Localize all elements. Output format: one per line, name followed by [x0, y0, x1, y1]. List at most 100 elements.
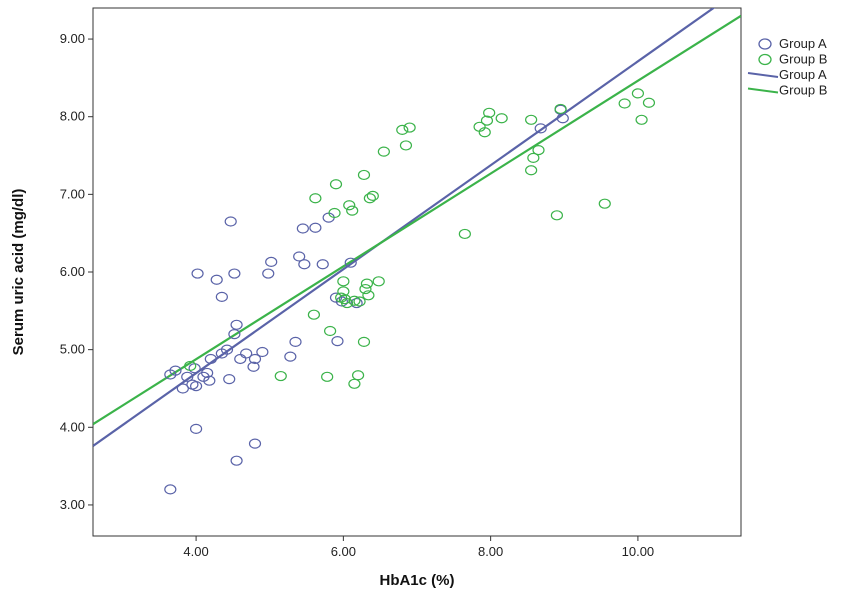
legend-label: Group B [779, 52, 827, 67]
point-group-a [309, 222, 322, 233]
point-group-b [329, 179, 343, 190]
point-group-a [228, 268, 241, 279]
point-group-b [351, 370, 365, 381]
point-group-a [296, 223, 309, 234]
legend-label: Group A [779, 36, 827, 51]
x-tick-label: 8.00 [478, 544, 503, 559]
point-group-b [618, 98, 631, 109]
point-group-b [554, 103, 567, 115]
point-group-b [357, 169, 371, 181]
point-group-b [346, 205, 359, 216]
point-group-a [204, 353, 217, 365]
point-group-b [274, 370, 287, 382]
point-group-b [362, 290, 375, 301]
point-group-a [331, 336, 344, 347]
plot-area [92, 7, 742, 537]
point-group-b [525, 165, 538, 176]
point-group-b [359, 283, 372, 295]
y-tick-label: 6.00 [60, 264, 85, 279]
point-group-b [635, 114, 648, 125]
point-group-b [372, 276, 385, 287]
point-group-b [377, 146, 390, 157]
point-group-b [360, 278, 374, 289]
point-group-a [248, 438, 262, 449]
point-group-a [191, 268, 204, 279]
point-group-a [228, 329, 241, 340]
point-group-a [256, 346, 269, 358]
point-group-a [289, 336, 302, 347]
y-tick-label: 3.00 [60, 497, 85, 512]
fit-line-group-a [93, 8, 716, 447]
point-group-b [480, 115, 494, 126]
point-group-b [337, 286, 350, 297]
y-tick-label: 4.00 [60, 419, 85, 434]
legend-line [747, 87, 779, 94]
point-group-a [176, 383, 189, 394]
point-group-b [642, 97, 656, 108]
point-group-a [189, 423, 203, 434]
point-group-b [550, 210, 564, 221]
point-group-b [184, 360, 197, 372]
point-group-b [399, 140, 413, 151]
point-group-a [220, 344, 234, 355]
point-group-a [350, 297, 363, 309]
y-tick-label: 9.00 [60, 31, 85, 46]
point-group-a [316, 259, 329, 270]
legend-label: Group B [779, 83, 827, 98]
x-axis-ticks: 4.00 6.00 8.00 10.00 [183, 536, 654, 559]
point-group-a [230, 319, 243, 330]
point-group-a [335, 296, 348, 307]
x-tick-label: 10.00 [622, 544, 655, 559]
point-group-a [181, 371, 194, 382]
point-group-a [265, 256, 278, 268]
point-group-b [324, 325, 337, 337]
y-tick-label: 7.00 [60, 186, 85, 201]
point-group-a [240, 348, 253, 359]
point-group-b [353, 296, 366, 307]
point-group-b [363, 193, 376, 204]
fit-line-group-b [93, 14, 741, 426]
fit-lines [93, 8, 741, 447]
y-tick-label: 5.00 [60, 342, 85, 357]
legend-line [747, 72, 779, 78]
point-group-b [598, 198, 611, 209]
point-group-b [483, 107, 496, 118]
y-axis-ticks: 3.00 4.00 5.00 6.00 7.00 8.00 9.00 [60, 31, 93, 512]
point-group-b [340, 297, 354, 309]
point-group-b [366, 190, 379, 202]
point-group-b [396, 124, 409, 136]
point-group-b [478, 127, 491, 138]
point-group-b [458, 228, 471, 240]
point-group-a [164, 484, 177, 495]
point-group-b [403, 122, 416, 133]
point-group-a [293, 251, 306, 262]
point-group-a [248, 353, 262, 365]
point-group-b [343, 200, 356, 211]
point-group-a [215, 291, 228, 302]
point-group-a [298, 259, 311, 270]
point-group-b [357, 336, 371, 347]
point-group-b [321, 371, 334, 382]
point-group-a [223, 374, 236, 385]
point-group-b [495, 113, 508, 124]
legend-marker [758, 38, 772, 50]
legend-marker [758, 53, 772, 66]
data-points [164, 88, 656, 495]
point-group-a [534, 123, 547, 134]
y-tick-label: 8.00 [60, 109, 85, 124]
point-group-b [532, 144, 545, 156]
point-group-b [348, 295, 361, 306]
point-group-a [230, 455, 243, 466]
point-group-a [344, 257, 357, 268]
x-tick-label: 4.00 [183, 544, 208, 559]
point-group-b [337, 276, 350, 287]
point-group-b [631, 88, 645, 99]
x-tick-label: 6.00 [331, 544, 356, 559]
point-group-b [525, 114, 538, 125]
x-axis-title: HbA1c (%) [379, 572, 454, 589]
point-group-b [309, 193, 322, 204]
point-group-a [262, 268, 275, 279]
point-group-b [527, 152, 540, 163]
point-group-a [210, 274, 223, 285]
